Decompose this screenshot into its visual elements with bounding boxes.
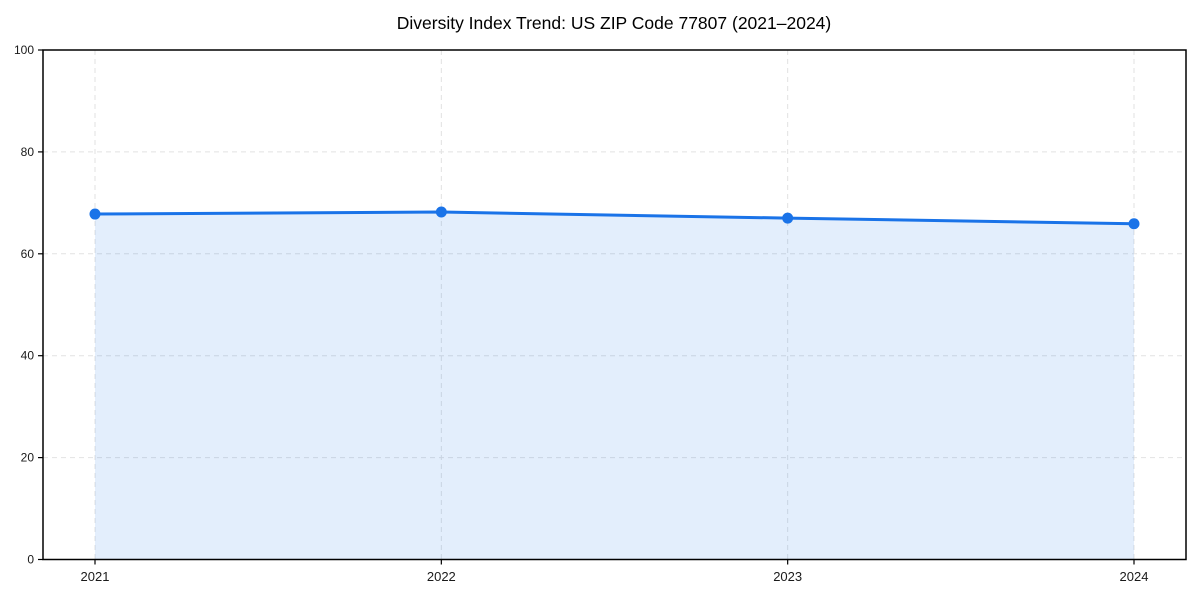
data-points: [89, 206, 1140, 230]
chart-title: Diversity Index Trend: US ZIP Code 77807…: [397, 13, 832, 33]
data-point-marker: [89, 208, 101, 220]
x-tick-label: 2024: [1120, 569, 1149, 584]
plot-border: [42, 49, 1187, 561]
y-tick-label: 40: [21, 349, 35, 363]
area-fill: [95, 212, 1134, 560]
y-tick-label: 100: [14, 43, 34, 57]
y-tick-label: 20: [21, 451, 35, 465]
x-tick-label: 2021: [81, 569, 110, 584]
y-tick-label: 80: [21, 145, 35, 159]
y-tick-label: 0: [27, 553, 34, 567]
data-point-marker: [782, 212, 794, 224]
axes: 0 20 40 60 80 100 2021 2022 2023 2024: [14, 43, 1187, 584]
trend-line: [93, 210, 1136, 226]
y-tick-label: 60: [21, 247, 35, 261]
data-point-marker: [1128, 218, 1140, 230]
data-point-marker: [435, 206, 447, 218]
x-tick-label: 2023: [773, 569, 802, 584]
x-tick-label: 2022: [427, 569, 456, 584]
